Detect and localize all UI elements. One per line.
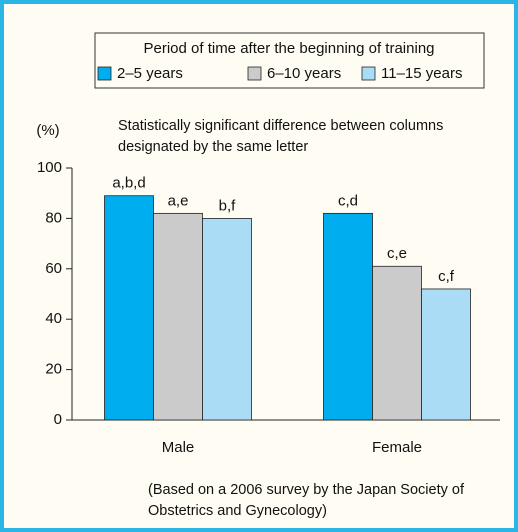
bar bbox=[323, 212, 373, 421]
footnote: (Based on a 2006 survey by the Japan Soc… bbox=[148, 482, 464, 519]
bar bbox=[153, 212, 203, 421]
legend-label: 6–10 years bbox=[267, 65, 341, 82]
y-tick-label: 20 bbox=[45, 361, 62, 378]
y-axis-label: (%) bbox=[36, 122, 59, 139]
y-tick-label: 0 bbox=[54, 411, 62, 428]
bar-label: c,d bbox=[338, 192, 358, 209]
legend-label: 11–15 years bbox=[381, 65, 462, 82]
legend-label: 2–5 years bbox=[117, 65, 183, 82]
bar-label: a,b,d bbox=[112, 175, 145, 192]
legend-box bbox=[94, 32, 485, 89]
legend-swatch bbox=[361, 66, 376, 81]
bar bbox=[104, 195, 154, 421]
y-tick-label: 80 bbox=[45, 209, 62, 226]
legend-swatch bbox=[97, 66, 112, 81]
x-tick-label: Male bbox=[162, 439, 195, 456]
bar-label: a,e bbox=[168, 192, 189, 209]
annotation: Statistically significant difference bet… bbox=[118, 118, 444, 155]
legend-title: Period of time after the beginning of tr… bbox=[143, 40, 434, 57]
bar-label: b,f bbox=[219, 197, 237, 214]
bar bbox=[421, 288, 471, 421]
bar-label: c,f bbox=[438, 268, 455, 285]
y-tick-label: 60 bbox=[45, 260, 62, 277]
legend-swatch bbox=[247, 66, 262, 81]
bar-label: c,e bbox=[387, 245, 407, 262]
y-tick-label: 100 bbox=[37, 159, 62, 176]
x-tick-label: Female bbox=[372, 439, 422, 456]
bar bbox=[372, 265, 422, 421]
y-tick-label: 40 bbox=[45, 310, 62, 327]
bar bbox=[202, 217, 252, 421]
